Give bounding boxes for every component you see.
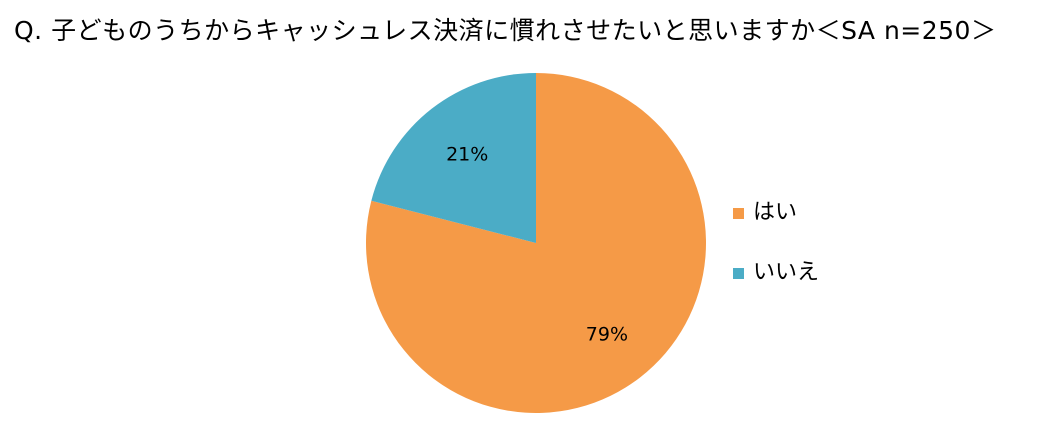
legend-swatch-no — [733, 267, 744, 279]
legend-item-no: いいえ — [733, 256, 819, 290]
data-label-yes: 79% — [586, 323, 628, 345]
pie-slice-no — [371, 73, 536, 243]
legend-swatch-yes — [733, 207, 744, 219]
legend-label-yes: はい — [753, 200, 798, 225]
chart-title: Q. 子どものうちからキャッシュレス決済に慣れさせたいと思いますか＜SA n=2… — [14, 16, 997, 45]
data-label-no: 21% — [446, 143, 488, 165]
legend-label-no: いいえ — [753, 260, 820, 285]
legend: はい いいえ — [733, 196, 819, 316]
pie-slice-yes — [365, 73, 706, 413]
legend-item-yes: はい — [733, 196, 819, 230]
